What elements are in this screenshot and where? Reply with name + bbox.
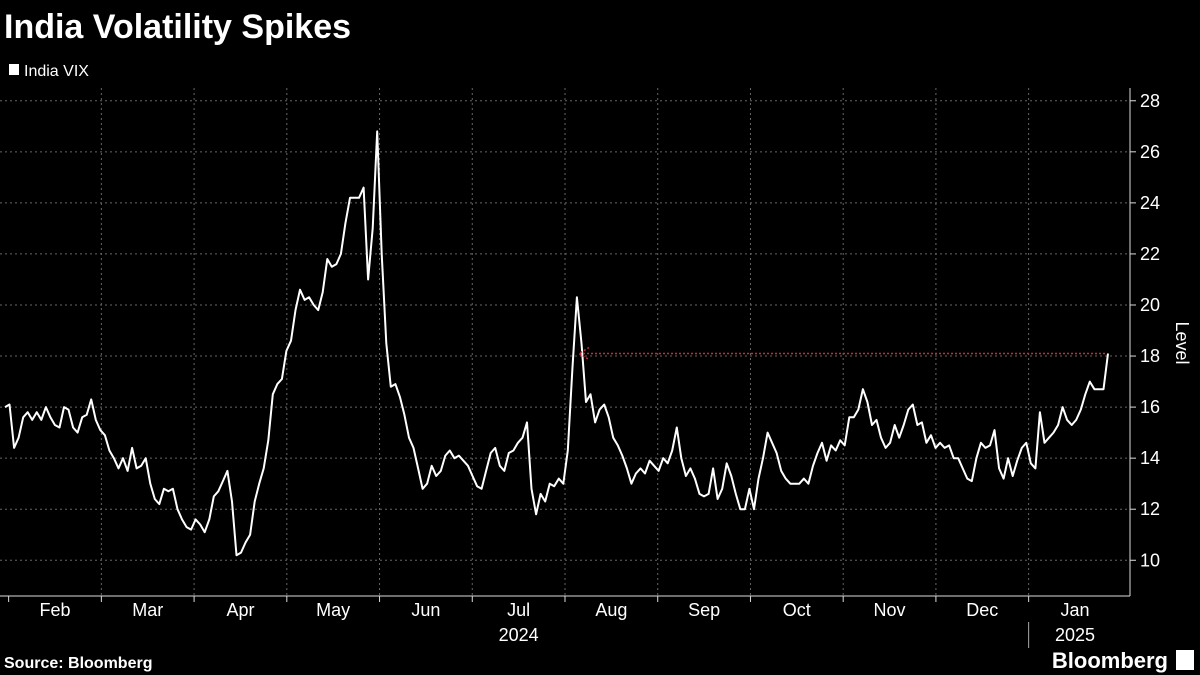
- y-tick-label: 24: [1140, 193, 1160, 213]
- x-tick-label: Feb: [39, 600, 70, 620]
- y-tick-label: 20: [1140, 295, 1160, 315]
- x-tick-label: Jul: [507, 600, 530, 620]
- line: [4, 130, 1109, 557]
- x-tick-label: Apr: [226, 600, 254, 620]
- brand-icon: [1176, 650, 1194, 670]
- legend-swatch: [9, 64, 19, 75]
- y-tick-label: 18: [1140, 346, 1160, 366]
- y-tick-label: 10: [1140, 550, 1160, 570]
- y-tick-label: 28: [1140, 91, 1160, 111]
- x-tick-label: Nov: [874, 600, 906, 620]
- chart-title: India Volatility Spikes: [4, 8, 351, 46]
- x-tick-label: Mar: [132, 600, 163, 620]
- x-tick-label: Jan: [1060, 600, 1089, 620]
- x-tick-label: May: [316, 600, 350, 620]
- y-axis-label: Level: [1172, 321, 1192, 364]
- y-tick-label: 16: [1140, 397, 1160, 417]
- legend-label: India VIX: [24, 63, 89, 80]
- year-label: 2024: [499, 625, 539, 645]
- source: Source: Bloomberg: [4, 655, 152, 672]
- y-tick-label: 26: [1140, 142, 1160, 162]
- x-tick-label: Aug: [595, 600, 627, 620]
- x-tick-label: Jun: [411, 600, 440, 620]
- x-tick-label: Dec: [966, 600, 998, 620]
- y-tick-label: 14: [1140, 448, 1160, 468]
- x-tick-label: Oct: [783, 600, 811, 620]
- y-tick-label: 22: [1140, 244, 1160, 264]
- brand: Bloomberg: [1052, 648, 1168, 673]
- y-tick-label: 12: [1140, 499, 1160, 519]
- year-label: 2025: [1055, 625, 1095, 645]
- x-tick-label: Sep: [688, 600, 720, 620]
